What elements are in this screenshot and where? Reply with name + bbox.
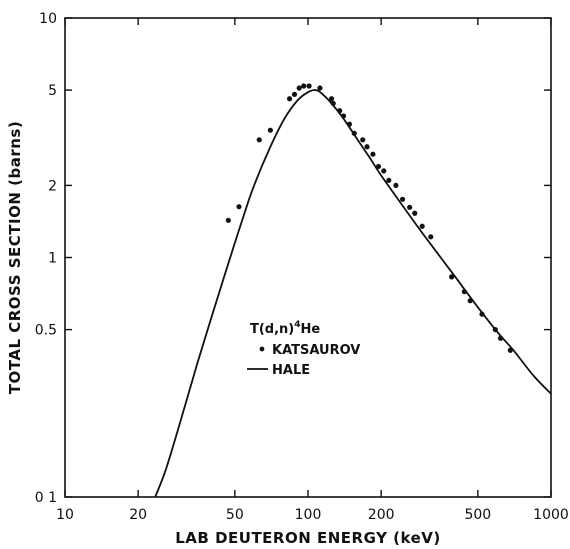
katsaurov-point [296, 85, 302, 91]
katsaurov-point [419, 223, 425, 229]
legend-katsaurov-label: KATSAUROV [272, 343, 360, 358]
x-tick-label: 200 [368, 507, 395, 523]
plot-frame-group [64, 17, 552, 498]
katsaurov-point [346, 121, 352, 127]
katsaurov-point [301, 83, 307, 89]
y-tick-label: 0 1 [35, 490, 57, 506]
katsaurov-point [497, 335, 504, 341]
katsaurov-point [461, 289, 467, 295]
legend-title: T(d,n)4He [250, 320, 320, 337]
y-tick-label: 10 [39, 11, 57, 27]
katsaurov-point [381, 168, 387, 174]
katsaurov-point [360, 137, 366, 143]
katsaurov-point [291, 91, 298, 97]
hale-series [154, 89, 552, 498]
legend-title-tail: He [301, 322, 321, 337]
katsaurov-point [364, 144, 370, 150]
katsaurov-series [225, 83, 513, 353]
katsaurov-point [386, 177, 392, 183]
katsaurov-point [479, 311, 485, 317]
y-axis-title: TOTAL CROSS SECTION (barns) [6, 121, 24, 394]
y-tick-label: 2 [48, 178, 57, 194]
katsaurov-point [225, 217, 231, 223]
x-axis-title: LAB DEUTERON ENERGY (keV) [175, 529, 441, 547]
katsaurov-point [449, 274, 455, 280]
legend-hale-label: HALE [272, 363, 310, 378]
legend: T(d,n)4He KATSAUROV HALE [247, 320, 360, 378]
x-tick-label: 10 [56, 507, 74, 523]
katsaurov-point [317, 85, 323, 91]
legend-title-main: T(d,n) [250, 322, 294, 337]
katsaurov-point [407, 204, 413, 210]
katsaurov-point [375, 163, 382, 170]
katsaurov-point [492, 326, 498, 333]
katsaurov-point [286, 96, 293, 102]
hale-curve [154, 89, 552, 498]
katsaurov-point [393, 182, 399, 189]
y-tick-label: 0.5 [35, 323, 57, 339]
x-tick-label: 500 [464, 507, 491, 523]
katsaurov-point [337, 108, 343, 114]
legend-title-superscript: 4 [294, 320, 300, 330]
x-tick-label: 20 [129, 507, 147, 523]
katsaurov-point [236, 204, 242, 210]
katsaurov-point [267, 127, 273, 133]
y-tick-label: 1 [48, 251, 57, 267]
x-tick-label: 100 [295, 507, 322, 523]
katsaurov-point [428, 234, 434, 240]
katsaurov-point [328, 96, 335, 102]
katsaurov-point [256, 137, 262, 143]
legend-katsaurov-marker [259, 346, 265, 352]
katsaurov-point [306, 83, 312, 89]
katsaurov-point [370, 151, 376, 157]
y-axis-ticks: 0 1 0.5 1 2 5 10 [35, 11, 551, 506]
x-tick-label: 50 [226, 507, 244, 523]
katsaurov-point [399, 196, 406, 202]
katsaurov-point [351, 130, 357, 136]
katsaurov-point [340, 113, 347, 119]
plot-frame [64, 17, 552, 498]
y-tick-label: 5 [48, 83, 57, 99]
katsaurov-point [330, 100, 336, 106]
katsaurov-point [467, 298, 473, 304]
x-tick-label: 1000 [533, 507, 569, 523]
katsaurov-point [507, 347, 513, 353]
katsaurov-point [412, 210, 418, 216]
x-axis-ticks: 10 20 50 100 200 500 1000 [56, 18, 569, 523]
